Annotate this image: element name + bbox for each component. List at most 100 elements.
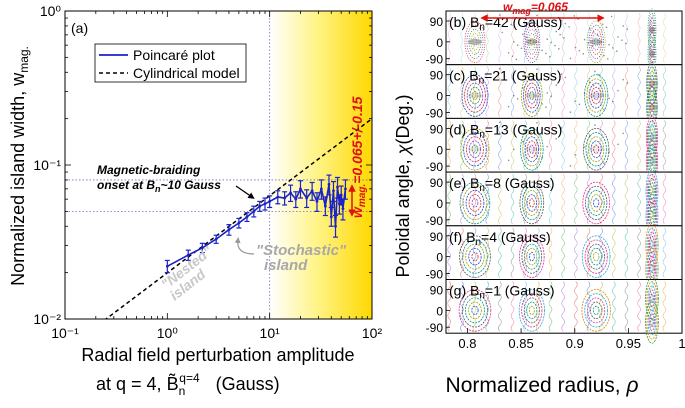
- flux-surface: [536, 281, 540, 332]
- island-contour: [593, 90, 599, 101]
- island-contour: [590, 140, 602, 158]
- stochastic-point: [527, 76, 529, 78]
- stochastic-point: [525, 36, 528, 39]
- flux-surface: [650, 66, 654, 117]
- island-contour: [647, 144, 657, 179]
- island-contour: [523, 78, 541, 113]
- stochastic-point: [603, 108, 605, 111]
- island-contour: [518, 289, 545, 332]
- island-contour: [528, 252, 535, 262]
- stochastic-point: [612, 100, 614, 103]
- panel-label: (f) Bn=4 (Gauss): [449, 229, 551, 248]
- stochastic-point: [498, 67, 501, 70]
- stochastic-point: [583, 92, 586, 95]
- flux-surface: [662, 227, 667, 278]
- flux-surface: [561, 120, 565, 171]
- island-contour: [465, 297, 485, 324]
- stochastic-point: [594, 124, 596, 126]
- stochastic-point: [527, 129, 529, 132]
- flux-surface: [510, 227, 515, 278]
- poincare-point: [305, 196, 309, 200]
- poincare-panel: (f) Bn=4 (Gauss): [445, 223, 683, 290]
- island-contour: [466, 136, 484, 163]
- stochastic-point: [574, 46, 577, 49]
- island-contour: [584, 293, 608, 328]
- poincare-point: [294, 197, 298, 201]
- stochastic-point: [555, 30, 558, 33]
- island-contour: [465, 243, 485, 270]
- flux-surface: [625, 12, 628, 63]
- island-contour: [461, 74, 489, 117]
- legend: Poincaré plot Cylindrical model: [94, 43, 247, 83]
- flux-surface: [498, 227, 502, 278]
- stochastic-point: [563, 37, 565, 39]
- flux-surface: [586, 173, 591, 225]
- flux-surface: [510, 173, 515, 225]
- flux-surface: [536, 120, 540, 171]
- flux-surface: [460, 120, 464, 171]
- stochastic-point: [498, 121, 501, 124]
- flux-surface: [650, 120, 654, 171]
- flux-surface: [523, 281, 527, 332]
- flux-surface: [485, 66, 489, 117]
- flux-surface: [460, 66, 464, 117]
- flux-surface: [612, 227, 616, 278]
- stochastic-point: [597, 20, 600, 22]
- island-contour: [585, 132, 607, 167]
- y-tick-label-right: -90: [426, 214, 444, 228]
- flux-surface: [574, 173, 578, 225]
- flux-surface: [561, 227, 565, 278]
- poincare-point: [327, 182, 331, 186]
- island-contour: [650, 102, 654, 113]
- flux-surface: [460, 281, 464, 332]
- island-contour: [586, 78, 606, 113]
- x-axis-label-line1: Radial field perturbation amplitude: [81, 345, 354, 365]
- stochastic-island-label: "Stochastic": [256, 242, 347, 259]
- island-contour: [649, 313, 655, 332]
- stochastic-point: [554, 44, 556, 47]
- stochastic-point: [550, 41, 552, 44]
- island-contour: [646, 62, 658, 105]
- stochastic-point: [511, 55, 514, 57]
- flux-surface: [561, 281, 565, 332]
- island-contour: [471, 144, 479, 154]
- island-contour: [647, 120, 657, 155]
- island-contour: [519, 181, 545, 225]
- flux-surface: [586, 227, 591, 278]
- island-contour: [647, 66, 657, 101]
- island-contour: [464, 78, 486, 113]
- poincare-series: [164, 174, 348, 274]
- island-contour: [471, 252, 479, 262]
- island-contour: [648, 12, 656, 47]
- y-tick-label-right: 90: [430, 230, 444, 244]
- top-wmag-annotation: wmag=0.065: [503, 0, 568, 16]
- y-tick-label-right: 90: [430, 176, 444, 190]
- island-core: [649, 80, 655, 87]
- island-contour: [648, 124, 656, 151]
- flux-surface: [548, 120, 553, 171]
- island-contour: [590, 301, 603, 320]
- stochastic-point: [564, 76, 567, 79]
- poincare-point: [245, 215, 249, 219]
- stochastic-point: [608, 43, 610, 46]
- stochastic-point: [546, 145, 549, 148]
- island-contour: [520, 127, 544, 171]
- island-contour: [593, 144, 600, 154]
- island-core: [649, 104, 655, 111]
- flux-surface: [624, 227, 629, 278]
- stochastic-point: [573, 15, 576, 17]
- x-axis-label-line2: at q = 4, B̃nq=4 (Gauss): [96, 371, 280, 398]
- flux-surface: [536, 227, 540, 278]
- island-contour: [591, 86, 602, 105]
- flux-surface: [612, 173, 616, 225]
- flux-surface: [561, 66, 565, 117]
- flux-surface: [599, 281, 603, 332]
- panel-label: (c) Bn=21 (Gauss): [449, 68, 562, 87]
- stochastic-point: [626, 28, 628, 30]
- stochastic-point: [549, 55, 551, 58]
- flux-surface: [548, 66, 553, 117]
- x-tick-label-right: 0.9: [566, 336, 584, 351]
- stochastic-point: [558, 48, 560, 50]
- y-tick-label-right: -90: [426, 53, 444, 67]
